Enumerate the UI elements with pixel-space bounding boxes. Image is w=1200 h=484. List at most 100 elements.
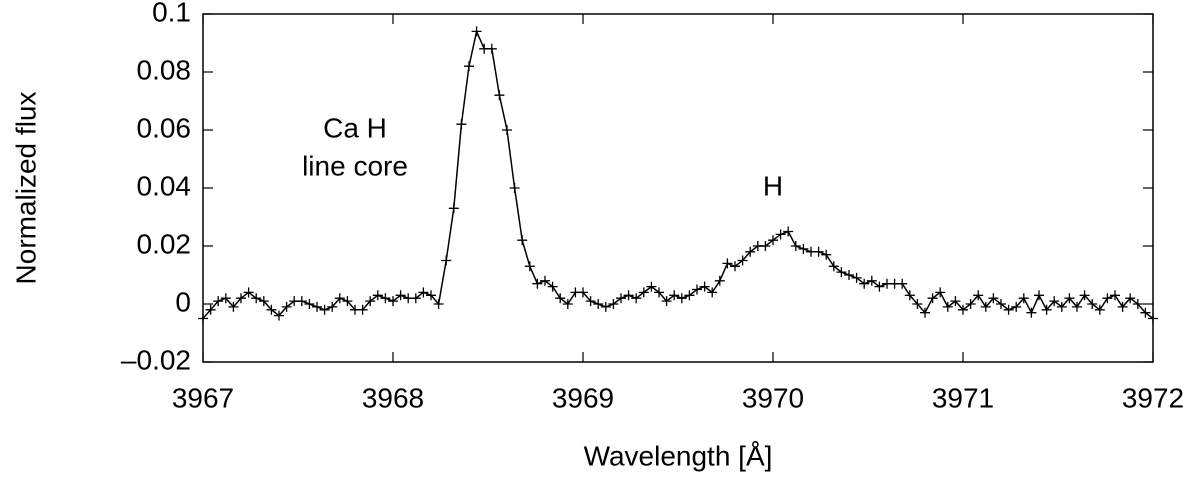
data-point (1148, 313, 1158, 324)
data-point (608, 299, 619, 309)
data-point (783, 226, 794, 237)
data-point (1056, 301, 1067, 312)
data-point (904, 290, 915, 301)
data-point (920, 307, 930, 318)
data-point (365, 296, 376, 307)
data-point (1110, 290, 1120, 301)
data-point (692, 284, 702, 295)
data-point (327, 301, 338, 312)
data-point (623, 290, 634, 301)
data-point (760, 241, 771, 251)
data-point (562, 299, 573, 309)
data-point (471, 26, 482, 37)
x-axis-label: Wavelength [Å] (584, 440, 773, 471)
data-point (1125, 293, 1136, 304)
data-point (304, 299, 315, 309)
data-point (1072, 301, 1082, 312)
data-point (821, 249, 832, 260)
data-point (828, 261, 839, 272)
data-point (220, 293, 231, 304)
data-point (874, 281, 885, 292)
data-point (494, 90, 505, 101)
data-point (996, 299, 1006, 309)
data-point (1132, 299, 1143, 309)
data-point (897, 278, 908, 289)
data-point (730, 261, 740, 272)
data-point (441, 255, 452, 266)
data-point (790, 241, 801, 251)
data-point (319, 304, 330, 315)
data-point (836, 267, 847, 278)
data-point (410, 293, 421, 304)
data-point (281, 301, 292, 312)
data-point (1102, 293, 1113, 304)
y-tick-label: 0.04 (137, 170, 192, 201)
data-point (927, 293, 938, 304)
data-point (258, 296, 269, 307)
data-point (1011, 301, 1022, 312)
data-point (844, 270, 854, 280)
data-point (798, 243, 809, 254)
data-point (547, 281, 558, 292)
data-point (768, 235, 778, 246)
data-point (228, 301, 239, 312)
data-point (942, 301, 953, 312)
y-axis-label: Normalized flux (10, 92, 41, 285)
data-point (524, 261, 535, 272)
data-point (676, 293, 687, 304)
data-point (312, 301, 322, 312)
data-point (578, 287, 588, 298)
x-tick-label: 3967 (172, 382, 234, 413)
data-point (912, 299, 923, 309)
data-point (600, 301, 611, 312)
data-point (274, 310, 284, 321)
data-point (243, 287, 254, 298)
data-point (1064, 293, 1075, 304)
data-point (1041, 304, 1052, 315)
data-point (1018, 293, 1029, 304)
data-point (426, 290, 436, 301)
data-point (1034, 290, 1044, 301)
data-point (722, 258, 733, 269)
data-point (707, 287, 718, 298)
data-point (813, 246, 824, 257)
data-point (555, 293, 566, 304)
y-tick-label: 0.08 (137, 54, 192, 85)
data-point (334, 293, 345, 304)
data-point (958, 304, 968, 315)
data-point (433, 299, 444, 309)
data-point (866, 275, 877, 286)
x-tick-label: 3970 (742, 382, 804, 413)
data-point (638, 287, 649, 298)
data-point (737, 255, 748, 266)
data-point (684, 290, 695, 301)
data-point (950, 296, 961, 307)
data-point (540, 275, 550, 286)
data-point (965, 299, 976, 309)
data-point (357, 304, 368, 315)
y-tick-label: –0.02 (121, 344, 191, 375)
data-point (236, 293, 246, 304)
data-point (296, 296, 307, 307)
annotation: Ca H (323, 112, 387, 143)
data-point (486, 43, 497, 54)
y-tick-label: 0.02 (137, 228, 192, 259)
data-point (251, 293, 262, 304)
annotation: H (763, 170, 783, 201)
data-point (661, 296, 672, 307)
data-point (448, 203, 459, 214)
data-point (646, 281, 657, 292)
data-point (616, 293, 626, 304)
data-point (418, 287, 429, 298)
x-tick-label: 3971 (932, 382, 994, 413)
data-point (532, 278, 543, 289)
data-point (266, 304, 277, 315)
data-point (1049, 296, 1060, 307)
data-point (775, 229, 786, 240)
data-point (509, 183, 520, 193)
data-point (699, 281, 710, 292)
x-tick-label: 3969 (552, 382, 614, 413)
y-tick-label: 0 (175, 286, 191, 317)
data-point (213, 296, 224, 307)
data-point (1003, 304, 1014, 315)
